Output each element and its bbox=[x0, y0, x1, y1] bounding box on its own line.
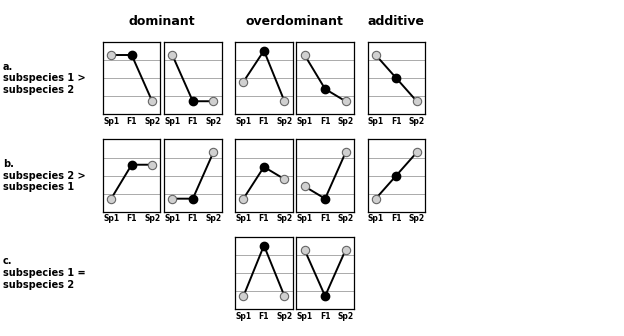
Text: b.
subspecies 2 >
subspecies 1: b. subspecies 2 > subspecies 1 bbox=[3, 159, 85, 192]
Text: overdominant: overdominant bbox=[246, 15, 343, 28]
Text: c.
subspecies 1 =
subspecies 2: c. subspecies 1 = subspecies 2 bbox=[3, 256, 85, 290]
Text: additive: additive bbox=[368, 15, 425, 28]
Text: dominant: dominant bbox=[129, 15, 195, 28]
Text: a.
subspecies 1 >
subspecies 2: a. subspecies 1 > subspecies 2 bbox=[3, 61, 85, 95]
